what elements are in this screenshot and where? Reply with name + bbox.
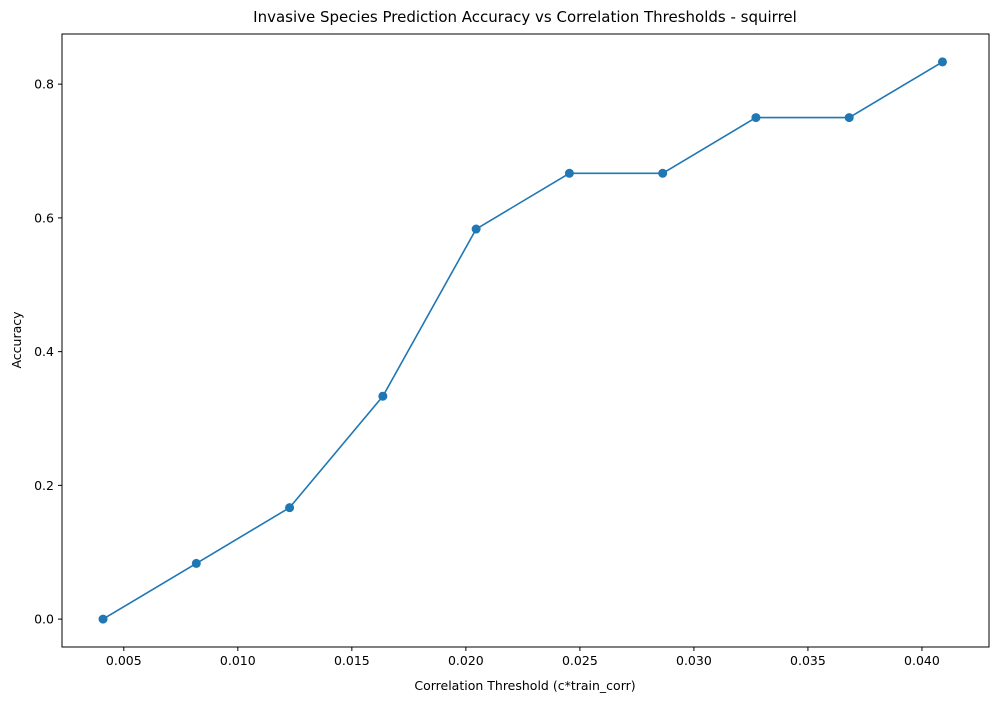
data-point bbox=[191, 558, 201, 568]
x-tick-label: 0.040 bbox=[904, 653, 940, 668]
data-point bbox=[658, 168, 668, 178]
data-point bbox=[564, 168, 574, 178]
x-tick-label: 0.035 bbox=[790, 653, 826, 668]
axes-frame bbox=[61, 33, 990, 648]
data-point bbox=[844, 113, 854, 123]
y-tick-label: 0.6 bbox=[34, 210, 54, 225]
data-point bbox=[98, 614, 108, 624]
data-point bbox=[378, 391, 388, 401]
data-point bbox=[285, 503, 295, 513]
plot-area: 0.005 0.010 0.015 0.020 0.025 0.030 0.035 0.040… bbox=[34, 57, 947, 668]
x-tick-label: 0.010 bbox=[220, 653, 256, 668]
y-tick-label: 0.2 bbox=[34, 478, 54, 493]
x-tick-label: 0.005 bbox=[106, 653, 142, 668]
y-tick-label: 0.8 bbox=[34, 77, 54, 92]
data-point bbox=[471, 224, 481, 234]
x-tick-label: 0.030 bbox=[676, 653, 712, 668]
y-axis-label: Accuracy bbox=[9, 311, 24, 369]
x-tick-label: 0.015 bbox=[334, 653, 370, 668]
data-point bbox=[937, 57, 947, 67]
data-point bbox=[751, 113, 761, 123]
chart-title: Invasive Species Prediction Accuracy vs … bbox=[253, 8, 797, 26]
x-axis-label: Correlation Threshold (c*train_corr) bbox=[414, 678, 635, 693]
x-tick-label: 0.025 bbox=[562, 653, 598, 668]
y-tick-label: 0.4 bbox=[34, 344, 54, 359]
series-line bbox=[102, 61, 943, 620]
x-tick-label: 0.020 bbox=[448, 653, 484, 668]
y-tick-label: 0.0 bbox=[34, 612, 54, 627]
